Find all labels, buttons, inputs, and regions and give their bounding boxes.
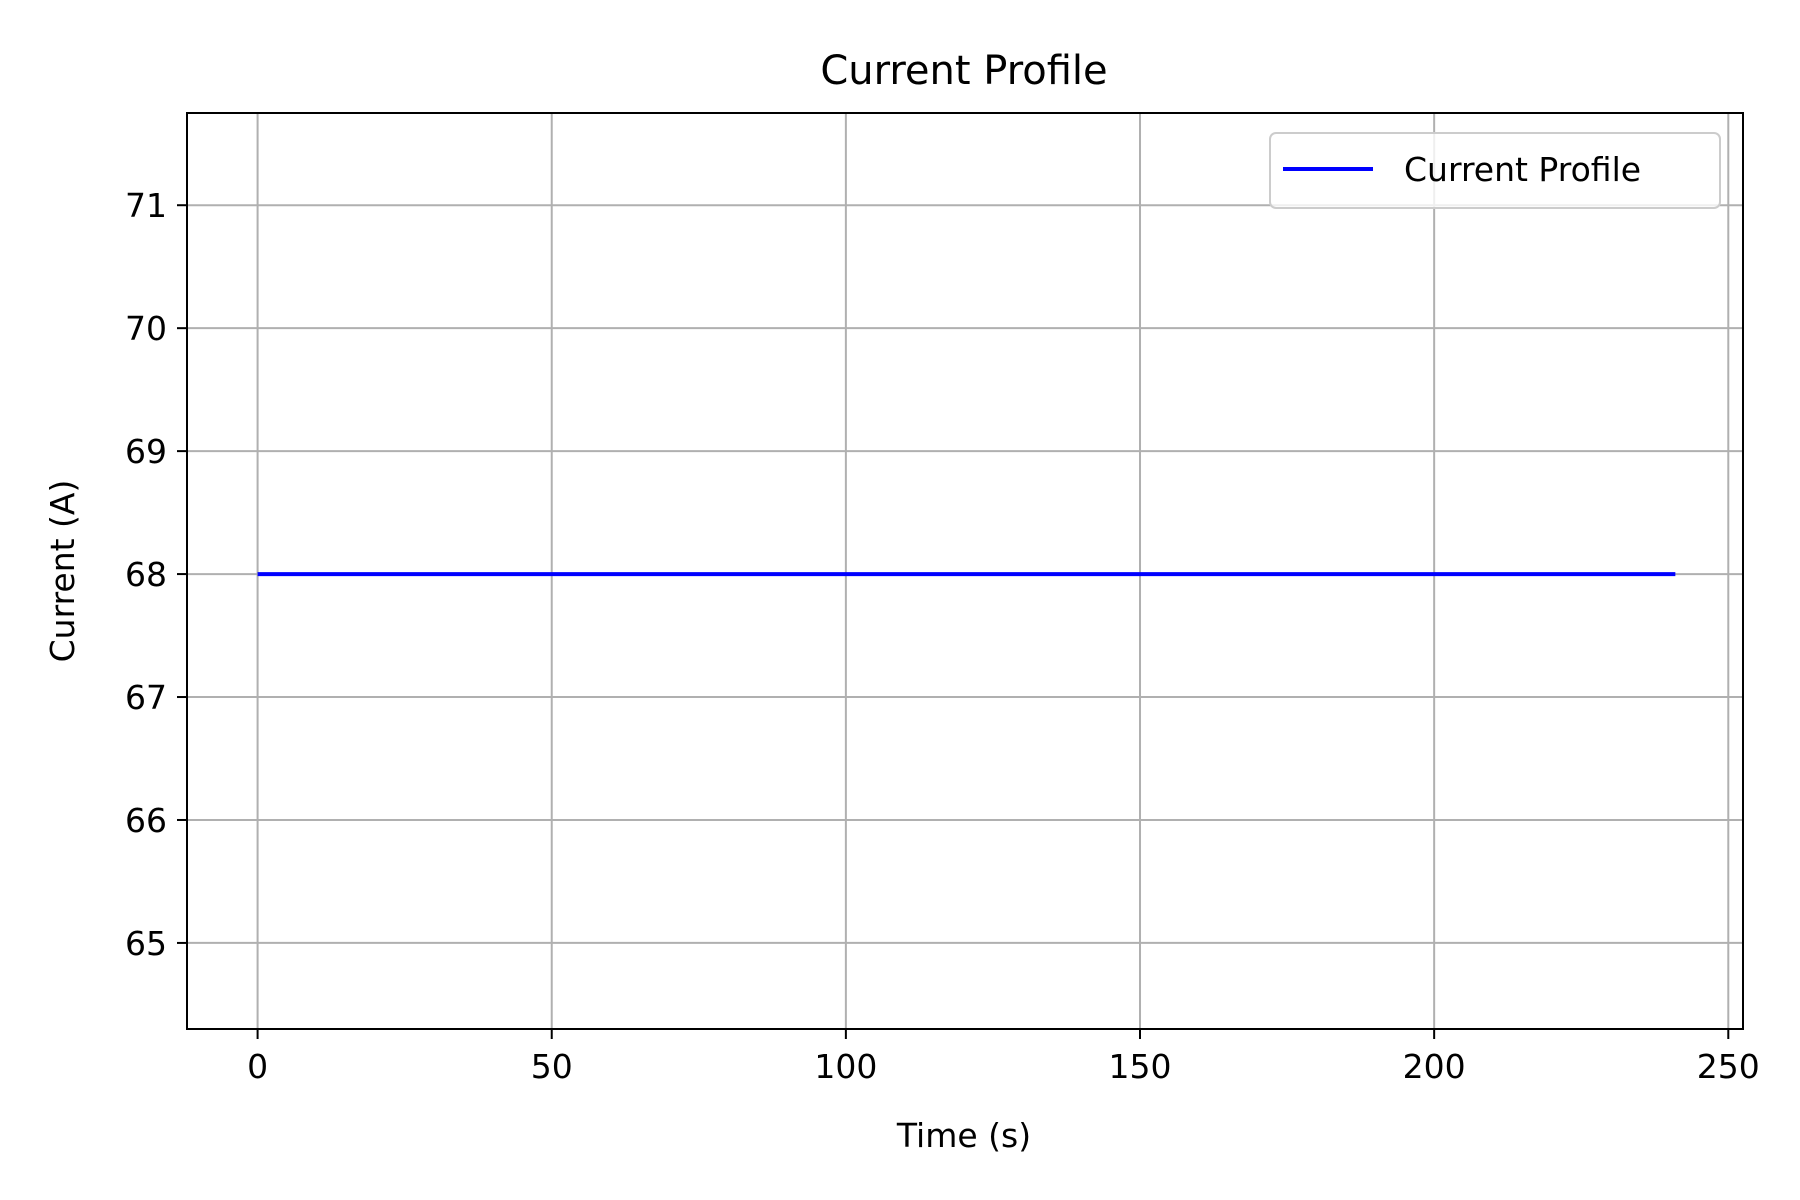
x-tick-label: 250 [1697,1047,1760,1086]
y-tick-label: 65 [125,924,167,963]
x-tick-label: 100 [814,1047,877,1086]
y-axis: 65 66 67 68 69 70 71 [125,186,187,963]
y-tick-label: 70 [125,309,167,348]
legend: Current Profile [1269,132,1721,209]
y-tick-label: 68 [125,555,167,594]
y-tick-label: 66 [125,801,167,840]
x-tick-label: 150 [1109,1047,1172,1086]
chart-title: Current Profile [820,48,1107,94]
x-tick-label: 200 [1403,1047,1466,1086]
y-tick-label: 67 [125,678,167,717]
legend-label: Current Profile [1404,150,1641,189]
x-tick-label: 50 [531,1047,573,1086]
plot-frame [186,112,1744,1030]
y-tick-label: 71 [125,186,167,225]
y-tick-label: 69 [125,432,167,471]
grid [187,113,1743,1029]
y-axis-label: Current (A) [43,480,82,663]
legend-box [1269,132,1721,209]
x-tick-label: 0 [247,1047,268,1086]
x-axis-label: Time (s) [896,1116,1031,1155]
x-axis: 0 50 100 150 200 250 [247,1029,1760,1086]
